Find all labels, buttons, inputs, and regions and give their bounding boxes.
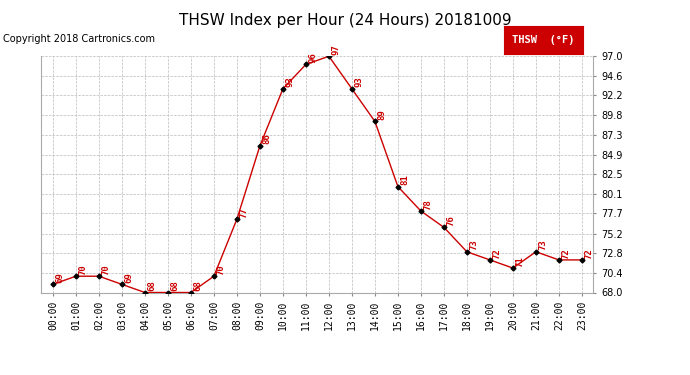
Text: 97: 97 (331, 44, 340, 55)
Text: 72: 72 (493, 248, 502, 258)
Text: 78: 78 (424, 199, 433, 210)
Text: 81: 81 (400, 174, 409, 185)
Text: Copyright 2018 Cartronics.com: Copyright 2018 Cartronics.com (3, 34, 155, 44)
Text: 70: 70 (101, 264, 110, 275)
Text: 73: 73 (538, 240, 547, 250)
Text: 72: 72 (562, 248, 571, 258)
Text: 71: 71 (515, 256, 524, 267)
Text: 68: 68 (170, 280, 179, 291)
Text: 70: 70 (79, 264, 88, 275)
Text: 73: 73 (469, 240, 478, 250)
Text: 93: 93 (286, 77, 295, 87)
Text: 68: 68 (148, 280, 157, 291)
Text: 96: 96 (308, 52, 317, 63)
Text: THSW  (°F): THSW (°F) (512, 35, 575, 45)
Text: 72: 72 (584, 248, 593, 258)
Text: 69: 69 (124, 272, 133, 283)
Text: 69: 69 (55, 272, 64, 283)
Text: 76: 76 (446, 215, 455, 226)
Text: THSW Index per Hour (24 Hours) 20181009: THSW Index per Hour (24 Hours) 20181009 (179, 13, 511, 28)
Text: 68: 68 (193, 280, 202, 291)
Text: 89: 89 (377, 109, 386, 120)
Text: 86: 86 (262, 134, 271, 144)
Text: 93: 93 (355, 77, 364, 87)
Text: 70: 70 (217, 264, 226, 275)
Text: 77: 77 (239, 207, 248, 218)
